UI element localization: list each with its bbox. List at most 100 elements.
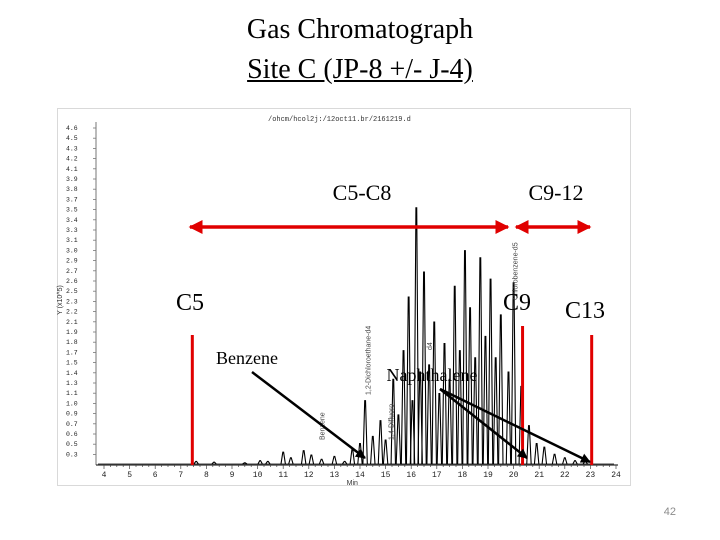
x-tick-label: 13 xyxy=(330,471,340,480)
y-tick-label: 1.3 xyxy=(66,380,78,387)
x-tick-label: 14 xyxy=(355,471,365,480)
y-tick-label: 2.3 xyxy=(66,298,78,305)
y-tick-label: 0.3 xyxy=(66,451,78,458)
chromatogram-peak xyxy=(193,460,199,465)
chromatogram-peak xyxy=(462,250,468,465)
range-label: C5-C8 xyxy=(333,180,392,205)
chromatogram-peak xyxy=(257,460,263,465)
chromatogram-peak xyxy=(562,457,568,465)
chromatogram-peak xyxy=(417,371,423,465)
x-tick-label: 15 xyxy=(381,471,391,480)
chromatogram-peak xyxy=(308,454,315,465)
chromatogram-peak xyxy=(400,350,407,465)
annotation-label: Naphthalene xyxy=(387,365,478,385)
y-tick-label: 0.9 xyxy=(66,411,78,418)
chromatogram-peak xyxy=(526,425,532,465)
chromatogram-peak xyxy=(505,371,512,465)
y-tick-label: 3.9 xyxy=(66,176,78,183)
y-tick-label: 2.2 xyxy=(66,309,78,316)
chromatogram-peak xyxy=(436,392,443,465)
chromatogram-peak xyxy=(349,448,356,465)
x-tick-label: 5 xyxy=(127,471,132,480)
y-tick-label: 1.8 xyxy=(66,339,78,346)
x-tick-label: 20 xyxy=(509,471,519,480)
chromatogram-peak xyxy=(341,460,348,465)
y-tick-label: 2.7 xyxy=(66,268,78,275)
chromatogram-peak xyxy=(482,335,489,465)
y-tick-label: 1.1 xyxy=(66,390,78,397)
chromatogram-peak xyxy=(472,357,478,465)
chromatogram-peak xyxy=(382,439,389,465)
x-axis-label: Min xyxy=(347,480,358,487)
chromatogram-peak xyxy=(288,457,294,465)
x-tick-label: 19 xyxy=(483,471,493,480)
chromatogram-peak xyxy=(492,357,499,465)
y-axis-label: Y (x10^5) xyxy=(57,285,64,315)
chromatogram-peak xyxy=(211,461,217,465)
y-tick-label: 2.9 xyxy=(66,258,78,265)
y-tick-label: 1.9 xyxy=(66,329,78,336)
chromatogram-peak xyxy=(242,462,248,465)
chromatogram-peak xyxy=(300,450,307,465)
x-tick-label: 17 xyxy=(432,471,442,480)
y-tick-label: 1.4 xyxy=(66,370,78,377)
chromatogram-peak xyxy=(426,364,432,465)
chromatogram-peak xyxy=(331,455,338,465)
chromatogram-peak xyxy=(541,446,548,465)
chromatogram-peak xyxy=(405,296,412,465)
x-tick-label: 7 xyxy=(178,471,183,480)
x-tick-label: 11 xyxy=(278,471,288,480)
x-tick-label: 22 xyxy=(560,471,570,480)
y-tick-label: 4.5 xyxy=(66,135,78,142)
y-tick-label: 3.4 xyxy=(66,217,78,224)
y-tick-label: 3.3 xyxy=(66,227,78,234)
chromatogram-peak xyxy=(362,400,368,465)
x-tick-label: 16 xyxy=(406,471,416,480)
x-tick-label: 6 xyxy=(153,471,158,480)
y-tick-label: 3.1 xyxy=(66,237,78,244)
y-tick-label: 3.0 xyxy=(66,247,78,254)
chromatogram-peak xyxy=(421,271,427,465)
y-tick-label: 0.6 xyxy=(66,431,78,438)
y-tick-label: 3.8 xyxy=(66,186,78,193)
chromatogram-peak xyxy=(551,453,558,465)
annotation-arrow xyxy=(439,388,528,459)
chromatogram-peak xyxy=(572,460,578,465)
y-tick-label: 4.2 xyxy=(66,156,78,163)
peak-label: 1,4-Difluoro xyxy=(388,404,395,440)
y-tick-label: 2.1 xyxy=(66,319,78,326)
chromatogram-peak xyxy=(409,400,416,465)
y-tick-label: 3.7 xyxy=(66,196,78,203)
chromatogram-peak xyxy=(377,420,384,465)
chromatogram-peak xyxy=(510,282,517,465)
y-tick-label: 1.7 xyxy=(66,349,78,356)
peak-label: 1,2-Dichloroethane-d4 xyxy=(365,326,372,395)
x-tick-label: 18 xyxy=(458,471,468,480)
chromatogram-peak xyxy=(280,451,286,465)
annotation-arrow xyxy=(251,371,366,459)
x-tick-label: 9 xyxy=(230,471,235,480)
chromatogram-peak xyxy=(487,278,494,465)
chromatogram-peak xyxy=(446,378,453,465)
page-number: 42 xyxy=(663,506,676,518)
annotation-arrow xyxy=(439,387,591,464)
slide-subtitle: Site C (JP-8 +/- J-4) xyxy=(247,54,473,85)
chromatogram-peak xyxy=(265,460,271,465)
y-tick-label: 4.6 xyxy=(66,125,78,132)
chromatogram-peak xyxy=(413,207,420,465)
marker-label-c9: C9 xyxy=(503,290,531,316)
range-label: C9-12 xyxy=(529,180,584,205)
chromatogram-peak xyxy=(477,257,484,465)
chromatogram-file-path: /ohcm/hcol2j:/12oct11.br/2161219.d xyxy=(268,116,411,124)
chromatogram-peak xyxy=(467,307,473,465)
chromatogram-peak xyxy=(498,314,504,465)
y-tick-label: 1.0 xyxy=(66,400,78,407)
y-tick-label: 2.5 xyxy=(66,288,78,295)
chromatogram-peak xyxy=(390,378,397,465)
y-tick-label: 1.5 xyxy=(66,360,78,367)
annotation-label: Benzene xyxy=(216,348,278,368)
slide-title: Gas Chromatograph xyxy=(246,14,474,45)
chromatogram-peak xyxy=(533,443,540,465)
marker-label-c13: C13 xyxy=(565,298,605,324)
